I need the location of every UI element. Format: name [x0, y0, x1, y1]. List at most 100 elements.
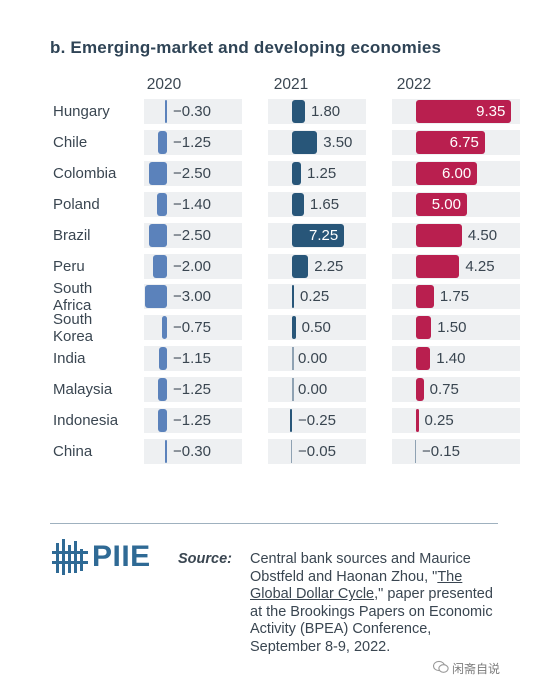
bar-2022 [416, 285, 434, 309]
bar-2021 [292, 192, 304, 216]
row-label: Indonesia [53, 412, 118, 429]
row-background [392, 315, 520, 341]
piie-logo-text: PIIE [92, 540, 151, 573]
value-label: 0.00 [298, 381, 328, 399]
value-label: −1.15 [173, 350, 211, 368]
bar-2022 [416, 409, 419, 432]
bar-2021 [292, 347, 294, 371]
value-label: 0.25 [424, 412, 454, 429]
bar-2021 [292, 378, 294, 402]
row-background [144, 315, 242, 341]
row-background [268, 315, 366, 341]
value-label: 2.25 [314, 257, 344, 275]
bar-2021 [292, 100, 305, 123]
row-background [268, 191, 366, 217]
bar-2022 [416, 161, 478, 185]
bar-2020 [149, 161, 167, 185]
bar-2022 [416, 378, 424, 402]
value-label: −0.15 [422, 442, 460, 460]
bar-2022 [416, 254, 460, 278]
row-label: Poland [53, 196, 100, 213]
row-label-line: China [53, 442, 93, 460]
year-header-2022: 2022 [396, 76, 432, 93]
source-text-before: Central bank sources and Maurice Obstfel… [250, 551, 471, 585]
row-label-line: Peru [53, 257, 85, 275]
divider [50, 523, 498, 524]
bar-2020 [158, 378, 167, 402]
row-label: Colombia [53, 165, 116, 182]
row-label-line: Brazil [53, 226, 91, 244]
bar-2020 [158, 409, 167, 432]
source-text-after: ," paper presented at the Brookings Pape… [250, 586, 493, 655]
row-background [268, 346, 366, 372]
row-label-line: Malaysia [53, 381, 113, 399]
wechat-icon [433, 660, 449, 673]
value-label: −0.05 [298, 442, 336, 460]
row-label-line: Africa [53, 297, 92, 315]
value-label: 1.50 [437, 319, 467, 337]
value-label: −0.30 [173, 442, 211, 460]
value-label: 9.35 [476, 103, 506, 120]
bar-2020 [161, 316, 167, 340]
bar-2020 [149, 223, 167, 247]
source-text: Central bank sources and Maurice Obstfel… [250, 551, 500, 657]
value-label: −1.40 [173, 195, 211, 213]
row-label: South Africa [53, 280, 92, 314]
row-background [392, 408, 520, 433]
bar-2022 [416, 347, 431, 371]
row-label-line: Korea [53, 328, 94, 346]
chart-title: b. Emerging-market and developing econom… [50, 38, 442, 57]
year-header-2021: 2021 [273, 76, 309, 93]
row-label-line: South [53, 280, 93, 298]
bar-2021 [292, 316, 296, 340]
year-header-2020: 2020 [146, 76, 182, 93]
row-label: Malaysia [53, 381, 112, 398]
value-label: −0.25 [298, 412, 336, 429]
row-background [268, 253, 366, 279]
value-label: −1.25 [173, 133, 211, 151]
value-label: 4.50 [467, 226, 498, 244]
value-label: 0.75 [429, 381, 459, 399]
value-label: −2.00 [173, 257, 211, 275]
bar-2022 [416, 130, 485, 154]
row-background [392, 284, 520, 310]
bar-2021 [292, 285, 294, 309]
row-label: Hungary [53, 103, 110, 120]
row-label-line: South [53, 311, 93, 329]
source-link[interactable]: The Global Dollar Cycle [250, 568, 463, 603]
piie-logo-icon [52, 539, 88, 575]
bar-2022 [416, 223, 462, 247]
bar-2020 [158, 347, 167, 371]
value-label: 0.25 [300, 288, 330, 306]
row-background [392, 438, 520, 464]
bar-2020 [152, 254, 167, 278]
row-label: South Korea [53, 311, 93, 345]
value-label: −1.25 [173, 412, 211, 429]
row-label-line: Colombia [53, 164, 117, 182]
bar-2022 [416, 316, 432, 340]
value-label: −2.50 [173, 226, 211, 244]
bar-2022 [414, 439, 416, 463]
watermark-text: 闲斋自说 [452, 662, 501, 676]
source-label: Source: [178, 551, 232, 567]
value-label: 0.50 [301, 319, 331, 337]
value-label: −3.00 [173, 288, 211, 306]
bar-2021 [290, 439, 292, 463]
row-background [392, 346, 520, 372]
value-label: 6.75 [449, 133, 479, 151]
value-label: −0.75 [173, 319, 211, 337]
bar-2021 [292, 161, 301, 185]
row-label: Brazil [53, 227, 91, 244]
value-label: 0.00 [298, 350, 328, 368]
value-label: 5.00 [431, 195, 461, 213]
bar-2020 [145, 285, 167, 309]
row-background [144, 438, 242, 464]
row-label-line: India [53, 350, 86, 368]
row-background [144, 99, 242, 124]
row-label-line: Hungary [53, 103, 110, 120]
row-background [268, 284, 366, 310]
bar-2022 [416, 100, 512, 123]
value-label: −1.25 [173, 381, 211, 399]
bar-2021 [292, 254, 309, 278]
value-label: −2.50 [173, 164, 211, 182]
